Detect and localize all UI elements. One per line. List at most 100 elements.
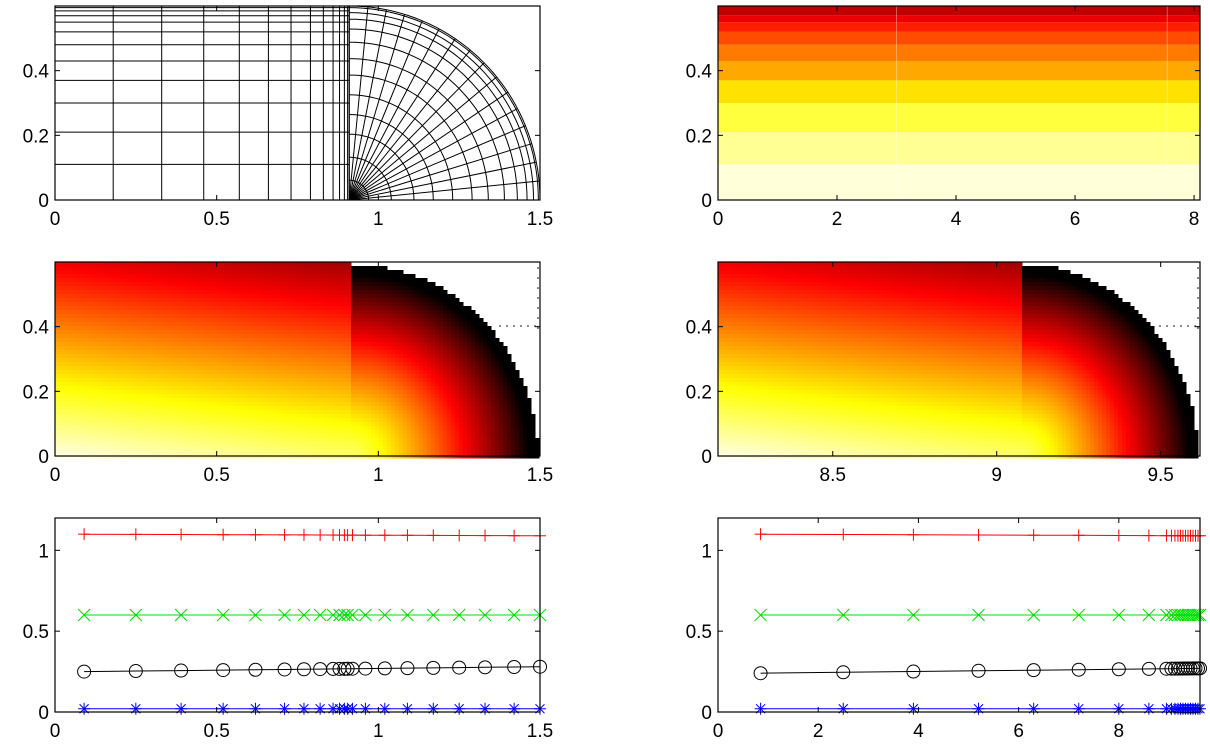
field-cell xyxy=(439,394,444,399)
field-cell xyxy=(71,446,76,451)
field-cell xyxy=(379,446,384,451)
field-cell xyxy=(55,278,60,283)
field-cell xyxy=(139,262,144,267)
field-cell xyxy=(127,410,132,415)
field-cell xyxy=(179,282,184,287)
field-cell xyxy=(203,358,208,363)
field-cell xyxy=(311,366,316,371)
field-cell xyxy=(95,446,100,451)
field-cell xyxy=(355,342,360,347)
field-cell xyxy=(307,322,312,327)
field-cell xyxy=(231,370,236,375)
field-cell xyxy=(387,398,392,403)
field-cell xyxy=(87,314,92,319)
field-cell xyxy=(439,334,444,339)
field-cell xyxy=(83,430,88,435)
field-cell xyxy=(371,330,376,335)
field-cell xyxy=(311,446,316,451)
field-cell xyxy=(371,370,376,375)
field-cell xyxy=(291,282,296,287)
field-cell xyxy=(95,314,100,319)
field-cell xyxy=(339,450,344,455)
field-cell xyxy=(455,410,460,415)
field-cell xyxy=(347,370,352,375)
field-cell xyxy=(207,406,212,411)
field-cell xyxy=(255,386,260,391)
field-cell xyxy=(455,318,460,323)
field-cell xyxy=(415,418,420,423)
field-cell xyxy=(139,394,144,399)
field-cell xyxy=(375,354,380,359)
field-cell xyxy=(435,386,440,391)
field-cell xyxy=(67,390,72,395)
field-cell xyxy=(183,366,188,371)
field-cell xyxy=(255,422,260,427)
field-cell xyxy=(319,342,324,347)
field-cell xyxy=(71,274,76,279)
field-cell xyxy=(371,446,376,451)
field-cell xyxy=(243,446,248,451)
field-cell xyxy=(79,450,84,455)
field-cell xyxy=(95,302,100,307)
field-cell xyxy=(195,378,200,383)
field-cell xyxy=(419,418,424,423)
field-cell xyxy=(275,378,280,383)
field-cell xyxy=(223,342,228,347)
field-cell xyxy=(427,378,432,383)
field-cell xyxy=(235,346,240,351)
field-cell xyxy=(83,434,88,439)
field-cell xyxy=(79,406,84,411)
field-cell xyxy=(419,450,424,455)
field-cell xyxy=(415,414,420,419)
field-cell xyxy=(239,358,244,363)
field-cell xyxy=(235,410,240,415)
field-cell xyxy=(187,422,192,427)
field-cell xyxy=(115,346,120,351)
field-cell xyxy=(303,426,308,431)
field-cell xyxy=(207,414,212,419)
field-cell xyxy=(227,314,232,319)
field-cell xyxy=(299,446,304,451)
field-cell xyxy=(95,370,100,375)
field-cell xyxy=(151,354,156,359)
field-cell xyxy=(295,362,300,367)
field-cell xyxy=(175,406,180,411)
field-cell xyxy=(451,334,456,339)
field-cell xyxy=(143,446,148,451)
field-cell xyxy=(363,326,368,331)
field-cell xyxy=(307,362,312,367)
field-cell xyxy=(107,334,112,339)
field-cell xyxy=(67,334,72,339)
field-cell xyxy=(55,282,60,287)
field-cell xyxy=(351,338,356,343)
y-tick-label: 0.2 xyxy=(23,126,49,147)
field-cell xyxy=(407,286,412,291)
field-cell xyxy=(75,310,80,315)
field-cell xyxy=(271,374,276,379)
field-cell xyxy=(331,422,336,427)
field-cell xyxy=(443,398,448,403)
field-cell xyxy=(375,270,380,275)
field-cell xyxy=(435,362,440,367)
field-cell xyxy=(263,394,268,399)
field-cell xyxy=(359,330,364,335)
field-cell xyxy=(247,414,252,419)
field-cell xyxy=(175,358,180,363)
field-cell xyxy=(243,450,248,455)
field-cell xyxy=(363,358,368,363)
field-cell xyxy=(363,394,368,399)
field-cell xyxy=(335,270,340,275)
field-cell xyxy=(427,338,432,343)
field-cell xyxy=(163,270,168,275)
field-cell xyxy=(235,370,240,375)
field-cell xyxy=(91,274,96,279)
field-cell xyxy=(271,346,276,351)
field-cell xyxy=(95,322,100,327)
field-cell xyxy=(387,390,392,395)
field-cell xyxy=(195,262,200,267)
field-cell xyxy=(55,362,60,367)
field-cell xyxy=(335,334,340,339)
field-cell xyxy=(131,330,136,335)
field-cell xyxy=(107,402,112,407)
field-cell xyxy=(323,330,328,335)
